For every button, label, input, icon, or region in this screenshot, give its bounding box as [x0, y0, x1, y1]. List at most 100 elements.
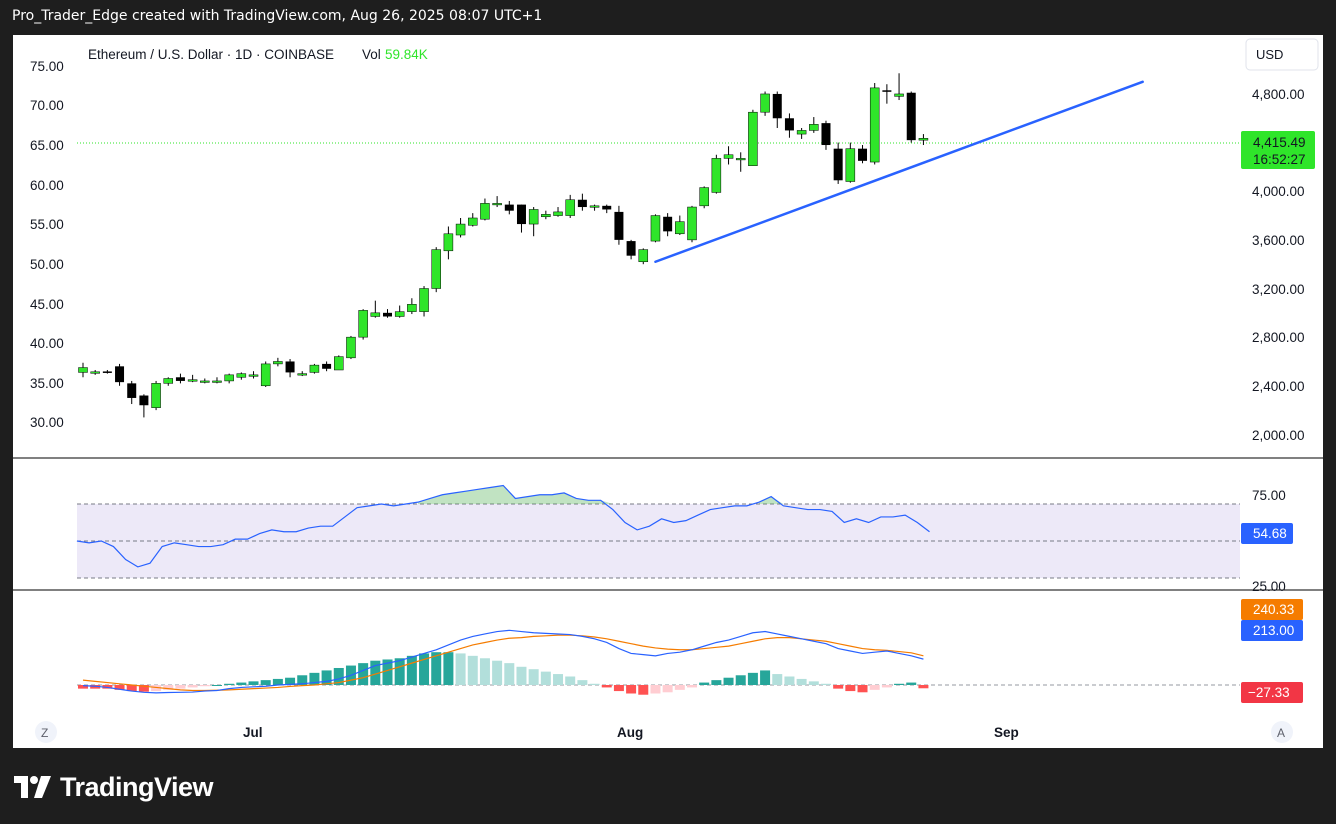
histogram-bar [833, 685, 844, 689]
candle-body [151, 383, 161, 408]
brand-name: TradingView [60, 771, 214, 802]
histogram-bar [638, 685, 649, 695]
macd-value-label: 213.00 [1253, 623, 1294, 638]
candle-body [504, 204, 514, 211]
histogram-bar [443, 652, 454, 685]
candle-body [711, 158, 722, 193]
histogram-bar [163, 685, 174, 690]
zoom-button-frame[interactable] [35, 721, 57, 743]
histogram-bar [211, 685, 222, 686]
histogram-bar [455, 653, 466, 685]
candle-body [407, 304, 417, 312]
left-tick: 40.00 [30, 336, 64, 351]
histogram-bar [869, 685, 880, 690]
candle-body [163, 378, 174, 384]
last-price-label: 4,415.49 [1253, 135, 1306, 150]
auto-scale-button[interactable]: A [1277, 726, 1285, 740]
currency-button-frame[interactable] [1245, 38, 1319, 71]
candle-body [200, 380, 210, 383]
candle-body [796, 130, 807, 135]
candle-body [297, 373, 307, 376]
candle-body [589, 205, 600, 208]
histogram-value-badge [1241, 682, 1303, 703]
candle-body [309, 364, 320, 373]
left-tick: 50.00 [30, 257, 64, 272]
candle-body [334, 356, 344, 371]
candle-body [78, 367, 88, 373]
histogram-bar [894, 683, 905, 685]
histogram-bar [784, 676, 795, 685]
histogram-bar [260, 680, 271, 685]
right-tick: 2,400.00 [1252, 379, 1305, 394]
symbol-legend[interactable]: Ethereum / U.S. Dollar · 1D · COINBASE [88, 47, 334, 62]
candle-body [699, 187, 709, 207]
candle-body [212, 380, 222, 383]
chart-svg[interactable]: Ethereum / U.S. Dollar · 1D · COINBASE V… [13, 35, 1323, 748]
trendline[interactable] [654, 80, 1144, 264]
zoom-button[interactable]: Z [41, 726, 48, 740]
histogram-bar [772, 674, 783, 685]
rsi-value-label: 54.68 [1253, 526, 1287, 541]
rsi-overbought-area [417, 485, 613, 504]
right-tick: 2,000.00 [1252, 428, 1305, 443]
candle-body [809, 124, 819, 131]
rsi-tick: 75.00 [1252, 488, 1286, 503]
candle-body [248, 374, 259, 377]
histogram-bar [589, 683, 600, 685]
right-tick: 3,600.00 [1252, 233, 1305, 248]
histogram-bar [492, 660, 503, 685]
currency-button[interactable]: USD [1256, 47, 1283, 62]
trendline-group[interactable] [654, 80, 1144, 264]
candle-body [735, 158, 746, 161]
countdown-label: 16:52:27 [1253, 152, 1306, 167]
histogram-bar [662, 685, 673, 693]
histogram-bar [199, 685, 210, 687]
histogram-bar [126, 685, 137, 692]
histogram-bar [650, 685, 661, 694]
rsi-line [76, 484, 930, 568]
signal-value-badge [1241, 599, 1303, 620]
candle-body [443, 233, 454, 252]
histogram-bar [236, 682, 247, 685]
candle-body [90, 371, 100, 374]
histogram-bar [248, 681, 259, 685]
histogram-bar [687, 685, 697, 688]
histogram-bar [467, 655, 478, 685]
histogram-bar [102, 685, 113, 689]
histogram-bar [760, 670, 771, 685]
chart-header: Pro_Trader_Edge created with TradingView… [12, 8, 543, 24]
candle-body [784, 118, 794, 131]
histogram-bar [528, 669, 539, 685]
histogram-bar [138, 685, 149, 692]
candle-body [602, 205, 612, 210]
time-tick: Aug [617, 725, 643, 740]
histogram-bar [479, 658, 490, 685]
candle-body [285, 361, 295, 373]
last-price-badge [1241, 131, 1315, 169]
volume-label: Vol [362, 47, 381, 62]
histogram-bar [796, 678, 807, 685]
candle-body [383, 312, 392, 317]
candle-body [139, 395, 149, 406]
candle-body [346, 336, 356, 359]
histogram-bar [187, 685, 198, 688]
histogram-bar [504, 663, 515, 685]
candle-body [394, 311, 405, 317]
histogram-bar [321, 670, 332, 685]
candles[interactable] [78, 73, 929, 418]
candle-body [650, 215, 661, 242]
candle-body [102, 371, 112, 373]
auto-scale-button-frame[interactable] [1271, 721, 1293, 743]
rsi-overbought-fill [417, 485, 784, 504]
histogram-bar [309, 672, 320, 685]
histogram-bar [881, 685, 892, 688]
histogram-bar [419, 653, 430, 685]
histogram-bar [808, 681, 819, 685]
histogram-bar [114, 685, 125, 690]
candle-body [187, 379, 198, 382]
brand-logo[interactable]: TradingView [14, 770, 214, 804]
histogram-bar [820, 683, 831, 685]
macd-histogram [78, 652, 929, 695]
chart-panel[interactable]: Ethereum / U.S. Dollar · 1D · COINBASE V… [13, 35, 1323, 748]
candle-body [638, 249, 649, 263]
